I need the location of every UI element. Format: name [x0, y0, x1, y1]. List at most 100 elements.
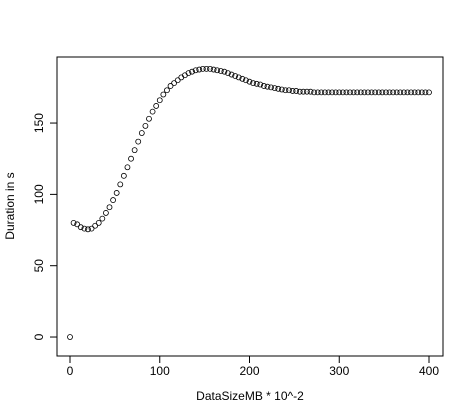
point	[106, 204, 113, 211]
point	[207, 65, 213, 72]
point	[286, 87, 292, 94]
point	[253, 80, 260, 87]
point	[153, 103, 160, 109]
point	[415, 89, 422, 96]
point	[390, 89, 397, 96]
point	[243, 77, 249, 84]
point	[70, 220, 77, 226]
point	[85, 226, 91, 233]
point	[307, 88, 314, 95]
point	[347, 89, 353, 96]
point	[217, 68, 224, 74]
point	[311, 89, 318, 96]
point	[189, 68, 195, 75]
point	[325, 89, 332, 96]
point	[113, 190, 120, 196]
point	[354, 89, 361, 96]
point	[142, 123, 149, 129]
point	[232, 73, 239, 79]
point	[74, 221, 81, 228]
point	[257, 81, 264, 88]
point	[318, 89, 325, 96]
point	[149, 108, 156, 115]
point	[156, 97, 163, 104]
point	[300, 88, 307, 95]
point	[426, 89, 432, 96]
point	[365, 89, 371, 96]
point	[408, 89, 414, 96]
point	[386, 89, 393, 96]
plot-frame	[56, 56, 444, 357]
point	[167, 83, 174, 89]
point	[304, 88, 310, 95]
point	[103, 210, 109, 216]
point	[329, 89, 335, 96]
x-tick-label: 300	[329, 364, 349, 378]
y-tick-label: 100	[32, 184, 46, 204]
y-tick-label: 50	[32, 259, 46, 273]
point	[271, 85, 278, 91]
point	[372, 89, 379, 96]
point	[278, 86, 285, 93]
point	[361, 89, 368, 96]
point	[221, 68, 228, 75]
point	[160, 91, 167, 98]
point	[196, 66, 203, 73]
point	[343, 89, 350, 96]
point	[268, 84, 274, 91]
point	[422, 89, 429, 96]
point	[228, 71, 235, 78]
y-axis-label: Duration in s	[3, 172, 17, 239]
point	[214, 67, 221, 74]
point	[77, 224, 84, 231]
point	[350, 89, 357, 96]
point	[250, 80, 256, 87]
point	[117, 181, 124, 188]
x-tick-label: 200	[239, 364, 259, 378]
point	[314, 89, 321, 96]
point	[332, 89, 339, 96]
point	[99, 215, 106, 222]
point	[225, 70, 231, 77]
point	[164, 87, 170, 94]
point	[397, 89, 404, 96]
point	[95, 220, 102, 226]
point	[120, 172, 127, 179]
point	[171, 80, 178, 87]
y-tick-label: 150	[32, 113, 46, 133]
point	[210, 66, 217, 73]
point	[368, 89, 375, 96]
point	[192, 67, 199, 74]
point	[124, 164, 131, 171]
point	[339, 89, 346, 96]
point	[400, 89, 407, 96]
x-tick-label: 0	[67, 364, 74, 378]
point	[92, 222, 99, 229]
point	[138, 130, 145, 136]
y-tick-label: 0	[32, 333, 46, 340]
point	[67, 334, 73, 340]
point	[296, 88, 303, 95]
point	[185, 70, 192, 77]
point	[203, 65, 210, 72]
point	[88, 225, 95, 232]
point	[260, 83, 267, 89]
point	[375, 89, 382, 96]
point	[275, 85, 282, 92]
x-axis-label: DataSizeMB * 10^-2	[196, 389, 304, 403]
point	[393, 89, 400, 96]
point	[383, 89, 389, 96]
point	[174, 77, 181, 84]
point	[289, 88, 296, 94]
point	[379, 89, 386, 96]
point	[235, 74, 242, 81]
point	[110, 197, 116, 203]
point	[146, 115, 152, 122]
point	[321, 89, 328, 96]
point	[264, 83, 271, 90]
point	[128, 155, 134, 162]
point	[239, 75, 246, 82]
point	[81, 225, 88, 232]
point	[357, 89, 364, 96]
x-tick-label: 400	[419, 364, 439, 378]
